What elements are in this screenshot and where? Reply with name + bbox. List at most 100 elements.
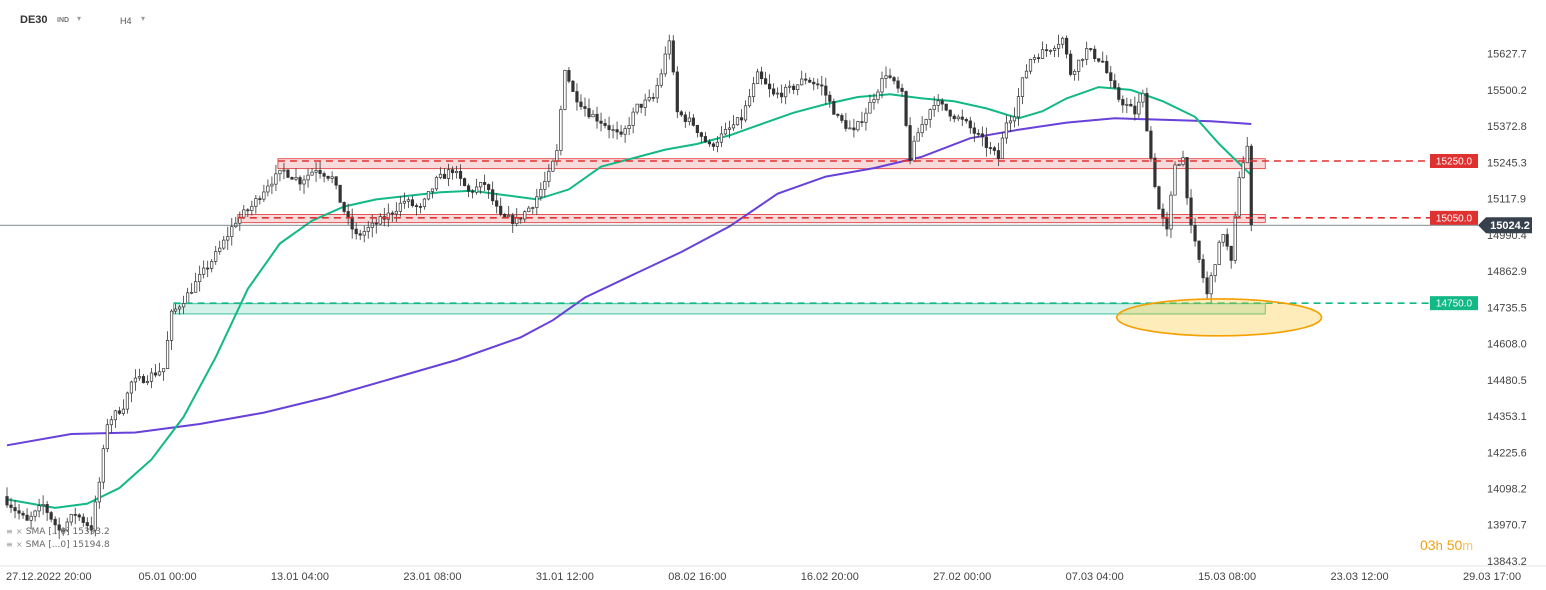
candle [1032,54,1037,64]
candle-body [828,94,832,102]
candle-body [153,372,158,376]
legend-sma-slow[interactable]: ≡ × SMA [...0] 15194.8 [6,540,110,550]
close-icon[interactable]: × [15,540,23,549]
candle [1020,77,1025,105]
y-tick-label: 14608.0 [1487,339,1527,351]
candle [1024,64,1029,79]
legend-value: 15194.8 [72,540,110,550]
candle [81,513,85,527]
settings-icon[interactable]: ≡ [6,527,13,536]
candle-body [739,117,744,121]
candle-body [1157,186,1161,210]
candle-body [768,83,772,90]
y-tick-label: 15372.8 [1487,121,1527,133]
candle-body [920,124,924,134]
candle [65,517,69,533]
candle-body [173,308,178,312]
candle-body [1113,80,1117,88]
candle-body [254,198,258,207]
candle [1189,189,1193,234]
x-tick-label: 27.12.2022 20:00 [6,571,92,583]
candle-body [852,127,856,131]
close-icon[interactable]: × [15,527,23,536]
candle [731,115,736,131]
x-tick-label: 16.02 20:00 [801,571,859,583]
candle-body [1189,197,1193,226]
candle-body [639,103,643,108]
candle [1225,228,1229,251]
candle-body [960,116,964,120]
candle-body [1004,122,1009,139]
candle [471,189,475,199]
candle [109,415,113,433]
candle [342,201,346,214]
candle-body [551,160,555,172]
candle-body [1229,245,1233,261]
candle [246,208,250,218]
candle-body [1085,48,1089,60]
candle [61,527,65,536]
candle [952,113,956,123]
candle [1081,58,1085,68]
candle-body [868,102,872,114]
x-tick-label: 23.03 12:00 [1331,571,1389,583]
candle [1109,65,1113,88]
candle-body [21,512,25,516]
candle-body [495,200,499,207]
candle [563,69,567,111]
candle [1209,272,1213,303]
candle-body [1020,77,1025,97]
candle-body [358,233,362,236]
candle-body [559,109,563,151]
chevron-down-icon[interactable]: ▾ [77,14,82,23]
candle [972,122,976,143]
timeframe-label[interactable]: H4 [120,16,132,26]
settings-icon[interactable]: ≡ [6,540,13,549]
candle-body [1245,145,1249,164]
candle-body [1008,120,1013,124]
candle [145,375,150,385]
candle-body [471,190,475,193]
candle-body [479,182,483,188]
candle [535,188,539,215]
candle [310,168,314,176]
candle [298,175,302,191]
candle-body [1105,61,1109,74]
candle-body [186,292,190,304]
chevron-down-icon[interactable]: ▾ [141,14,146,23]
highlight-ellipse [1115,298,1323,337]
candle-body [1044,49,1049,52]
candle-body [940,100,944,105]
candle-body [1097,58,1101,62]
candle-body [290,177,294,180]
candle [956,114,960,122]
candle-body [1233,215,1237,261]
candle [599,112,603,132]
candle-body [719,133,724,143]
candle-body [45,504,49,513]
candle [1181,150,1185,167]
candle [117,406,121,415]
candle-body [342,202,346,212]
candle-body [210,261,214,269]
candle [161,368,166,381]
candle [362,225,366,243]
legend-sma-fast[interactable]: ≡ × SMA [...0] 15393.2 [6,527,110,537]
candle-body [81,516,85,523]
candle [840,113,844,124]
candle-body [499,205,503,215]
candle-body [800,78,804,86]
candle [780,84,784,104]
candle [667,34,671,60]
candle-body [535,196,539,208]
candle [1201,254,1205,283]
candle [824,77,828,105]
candle-body [924,119,928,125]
candle [884,66,888,89]
candle [17,503,21,520]
candle [623,125,627,143]
symbol-label[interactable]: DE30 [20,14,48,26]
candle [149,368,154,389]
candle-body [623,128,627,135]
